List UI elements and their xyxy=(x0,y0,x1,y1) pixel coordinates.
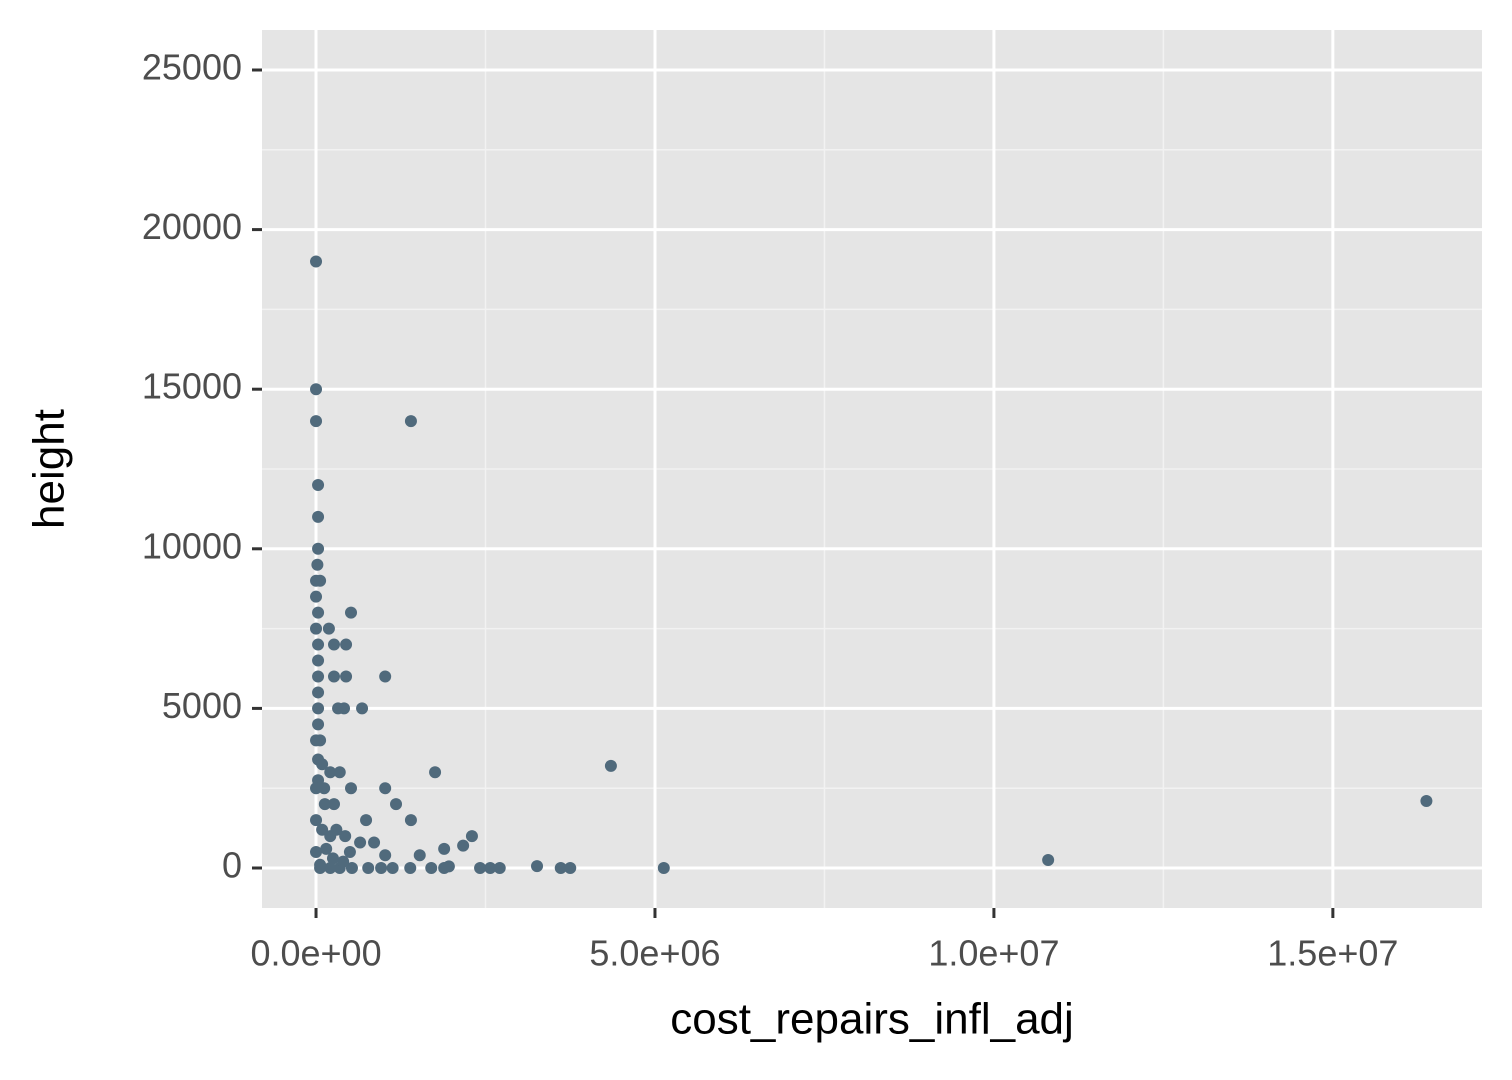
point xyxy=(657,862,670,875)
point xyxy=(413,849,426,862)
point xyxy=(314,574,327,587)
point xyxy=(340,670,353,683)
point xyxy=(327,798,340,811)
point xyxy=(310,814,323,827)
point xyxy=(386,862,399,875)
point xyxy=(360,814,373,827)
point xyxy=(318,782,331,795)
y-tick-label: 0 xyxy=(222,845,242,886)
point xyxy=(345,862,358,875)
point xyxy=(438,862,451,875)
point xyxy=(493,862,506,875)
point xyxy=(333,766,346,779)
point xyxy=(310,590,323,603)
point xyxy=(310,734,323,747)
point xyxy=(465,830,478,843)
x-tick-label: 1.5e+07 xyxy=(1267,933,1398,974)
point xyxy=(337,855,350,868)
point xyxy=(312,654,325,667)
point xyxy=(1420,794,1433,807)
y-axis-title: height xyxy=(25,409,74,529)
point xyxy=(324,766,337,779)
point xyxy=(379,849,392,862)
point xyxy=(314,858,327,871)
point xyxy=(404,862,417,875)
point xyxy=(1042,854,1055,867)
point xyxy=(564,862,577,875)
y-tick-label: 15000 xyxy=(142,366,242,407)
point xyxy=(327,638,340,651)
x-tick-label: 5.0e+06 xyxy=(589,933,720,974)
point xyxy=(345,606,358,619)
point xyxy=(310,622,323,635)
point xyxy=(320,842,333,855)
point xyxy=(316,823,329,836)
point xyxy=(322,622,335,635)
point xyxy=(362,862,375,875)
point xyxy=(356,702,369,715)
point xyxy=(345,782,358,795)
point xyxy=(604,759,617,772)
point xyxy=(354,836,367,849)
point xyxy=(310,383,323,396)
point xyxy=(484,862,497,875)
point xyxy=(404,415,417,428)
point xyxy=(310,846,323,859)
point xyxy=(531,860,544,873)
y-tick-label: 25000 xyxy=(142,47,242,88)
point xyxy=(326,852,339,865)
point xyxy=(310,255,323,268)
point xyxy=(312,670,325,683)
point xyxy=(312,510,325,523)
point xyxy=(338,702,351,715)
point xyxy=(379,670,392,683)
point xyxy=(324,862,337,875)
point xyxy=(457,839,470,852)
point xyxy=(438,842,451,855)
point xyxy=(312,606,325,619)
point xyxy=(425,862,438,875)
x-tick-label: 1.0e+07 xyxy=(928,933,1059,974)
point xyxy=(316,758,329,771)
y-tick-label: 20000 xyxy=(142,206,242,247)
point xyxy=(339,830,352,843)
x-tick-label: 0.0e+00 xyxy=(250,933,381,974)
point xyxy=(429,766,442,779)
point xyxy=(474,862,487,875)
point xyxy=(312,718,325,731)
point xyxy=(327,670,340,683)
point xyxy=(404,814,417,827)
point xyxy=(312,478,325,491)
point xyxy=(312,702,325,715)
point xyxy=(312,686,325,699)
point xyxy=(330,823,343,836)
point xyxy=(554,862,567,875)
point xyxy=(375,862,388,875)
y-tick-label: 5000 xyxy=(162,685,242,726)
point xyxy=(368,836,381,849)
y-tick-label: 10000 xyxy=(142,525,242,566)
point xyxy=(379,782,392,795)
point xyxy=(390,798,403,811)
point xyxy=(343,846,356,859)
point xyxy=(318,798,331,811)
point xyxy=(311,558,324,571)
point xyxy=(310,415,323,428)
x-axis-title: cost_repairs_infl_adj xyxy=(670,995,1074,1044)
point xyxy=(312,638,325,651)
point xyxy=(340,638,353,651)
point xyxy=(312,542,325,555)
